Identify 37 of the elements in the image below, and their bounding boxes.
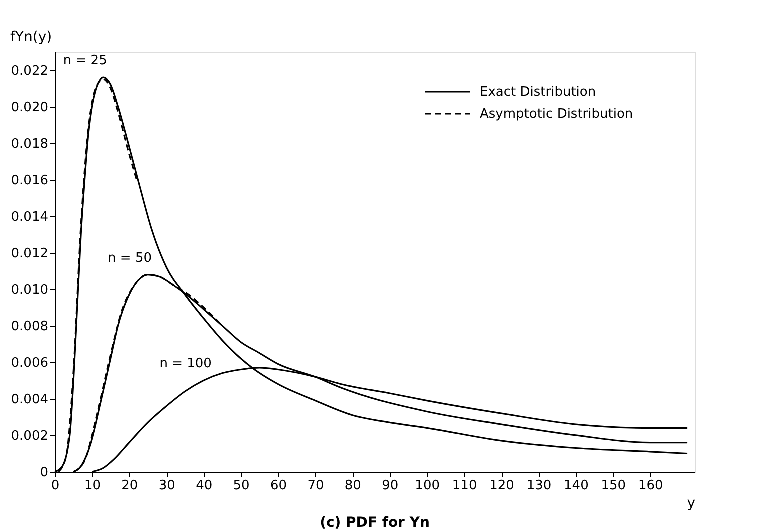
x-tick-label: 90 [382, 478, 399, 494]
x-tick-label: 40 [196, 478, 213, 494]
x-tick-label: 20 [122, 478, 138, 494]
x-tick-label: 0 [51, 478, 60, 494]
y-tick-label: 0.016 [11, 173, 48, 188]
x-tick-label: 80 [344, 478, 362, 494]
x-axis-title: y [687, 496, 696, 512]
y-tick-label: 0 [40, 466, 48, 480]
annotation: n = 25 [63, 54, 108, 69]
x-tick-label: 150 [601, 478, 626, 494]
annotation: n = 50 [108, 250, 152, 266]
y-tick-label: 0.018 [11, 136, 48, 152]
y-axis-title: fYn(y) [10, 30, 52, 46]
y-tick-label: 0.014 [11, 210, 48, 225]
y-tick-label: 0.010 [11, 282, 48, 298]
x-tick-label: 120 [490, 478, 514, 494]
x-tick-label: 60 [270, 478, 288, 494]
x-tick-label: 160 [638, 478, 664, 494]
y-tick-label: 0.012 [11, 246, 48, 262]
legend-label: Exact Distribution [480, 85, 596, 100]
y-tick-label: 0.002 [11, 428, 48, 444]
text: (c) PDF for Yn [320, 515, 430, 529]
x-tick-label: 10 [84, 478, 101, 494]
y-tick-label: 0.004 [11, 392, 48, 408]
x-tick-label: 70 [308, 478, 324, 494]
y-tick-label: 0.022 [11, 64, 48, 79]
x-tick-label: 50 [233, 478, 250, 494]
annotation: n = 100 [160, 356, 212, 372]
y-tick-label: 0.006 [11, 356, 48, 371]
legend-label: Asymptotic Distribution [480, 107, 634, 122]
x-tick-label: 140 [564, 478, 589, 494]
y-tick-label: 0.008 [11, 319, 48, 334]
x-tick-label: 100 [415, 478, 440, 494]
x-tick-label: 130 [526, 478, 552, 494]
x-tick-label: 110 [452, 478, 478, 494]
y-tick-label: 0.020 [11, 100, 48, 116]
x-tick-label: 30 [158, 478, 176, 494]
